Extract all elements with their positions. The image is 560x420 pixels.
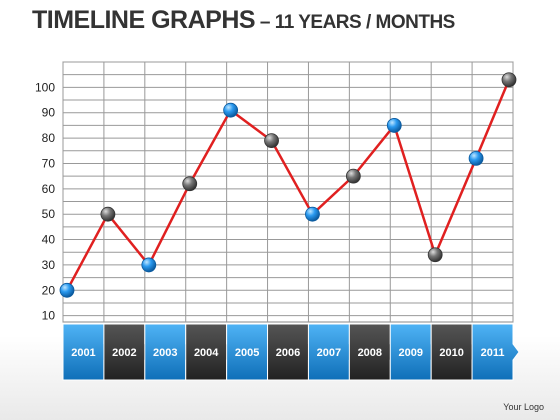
x-tick-label: 2002	[112, 347, 136, 359]
data-point	[468, 150, 484, 166]
logo-text: Your Logo	[503, 402, 544, 412]
data-point	[305, 206, 320, 222]
x-tick-label: 2008	[358, 347, 382, 359]
data-point	[345, 168, 361, 184]
x-tick-label: 2006	[276, 347, 300, 359]
y-tick-label: 90	[42, 106, 56, 120]
data-point	[427, 247, 443, 263]
y-tick-label: 100	[35, 80, 55, 94]
x-tick-label: 2001	[71, 347, 95, 359]
x-tick-label: 2011	[481, 347, 505, 359]
y-tick-label: 50	[42, 207, 56, 221]
data-point	[386, 118, 402, 133]
data-point	[100, 206, 116, 222]
data-point	[223, 102, 239, 118]
y-tick-label: 80	[42, 131, 56, 145]
y-tick-label: 60	[42, 182, 56, 196]
data-point	[59, 282, 75, 298]
y-tick-label: 10	[42, 309, 56, 323]
chart-title: TIMELINE GRAPHS – 11 YEARS / MONTHS	[32, 6, 455, 35]
category-block	[471, 323, 520, 381]
data-point	[141, 257, 157, 273]
x-tick-label: 2003	[153, 347, 177, 359]
x-tick-label: 2010	[439, 347, 463, 359]
x-tick-label: 2009	[398, 347, 422, 359]
y-tick-label: 40	[42, 233, 56, 247]
chart-title-sub: – 11 YEARS / MONTHS	[255, 12, 456, 33]
y-tick-label: 30	[42, 258, 56, 272]
plot-area	[62, 61, 514, 323]
data-point	[501, 72, 517, 88]
x-tick-label: 2005	[235, 347, 259, 359]
data-point	[182, 176, 198, 192]
data-point	[264, 133, 279, 149]
y-tick-label: 70	[42, 156, 56, 170]
y-tick-label: 20	[42, 283, 56, 297]
x-tick-label: 2007	[317, 347, 341, 359]
chart-title-main: TIMELINE GRAPHS	[32, 6, 256, 34]
series-line	[65, 79, 511, 291]
x-tick-label: 2004	[194, 347, 219, 359]
